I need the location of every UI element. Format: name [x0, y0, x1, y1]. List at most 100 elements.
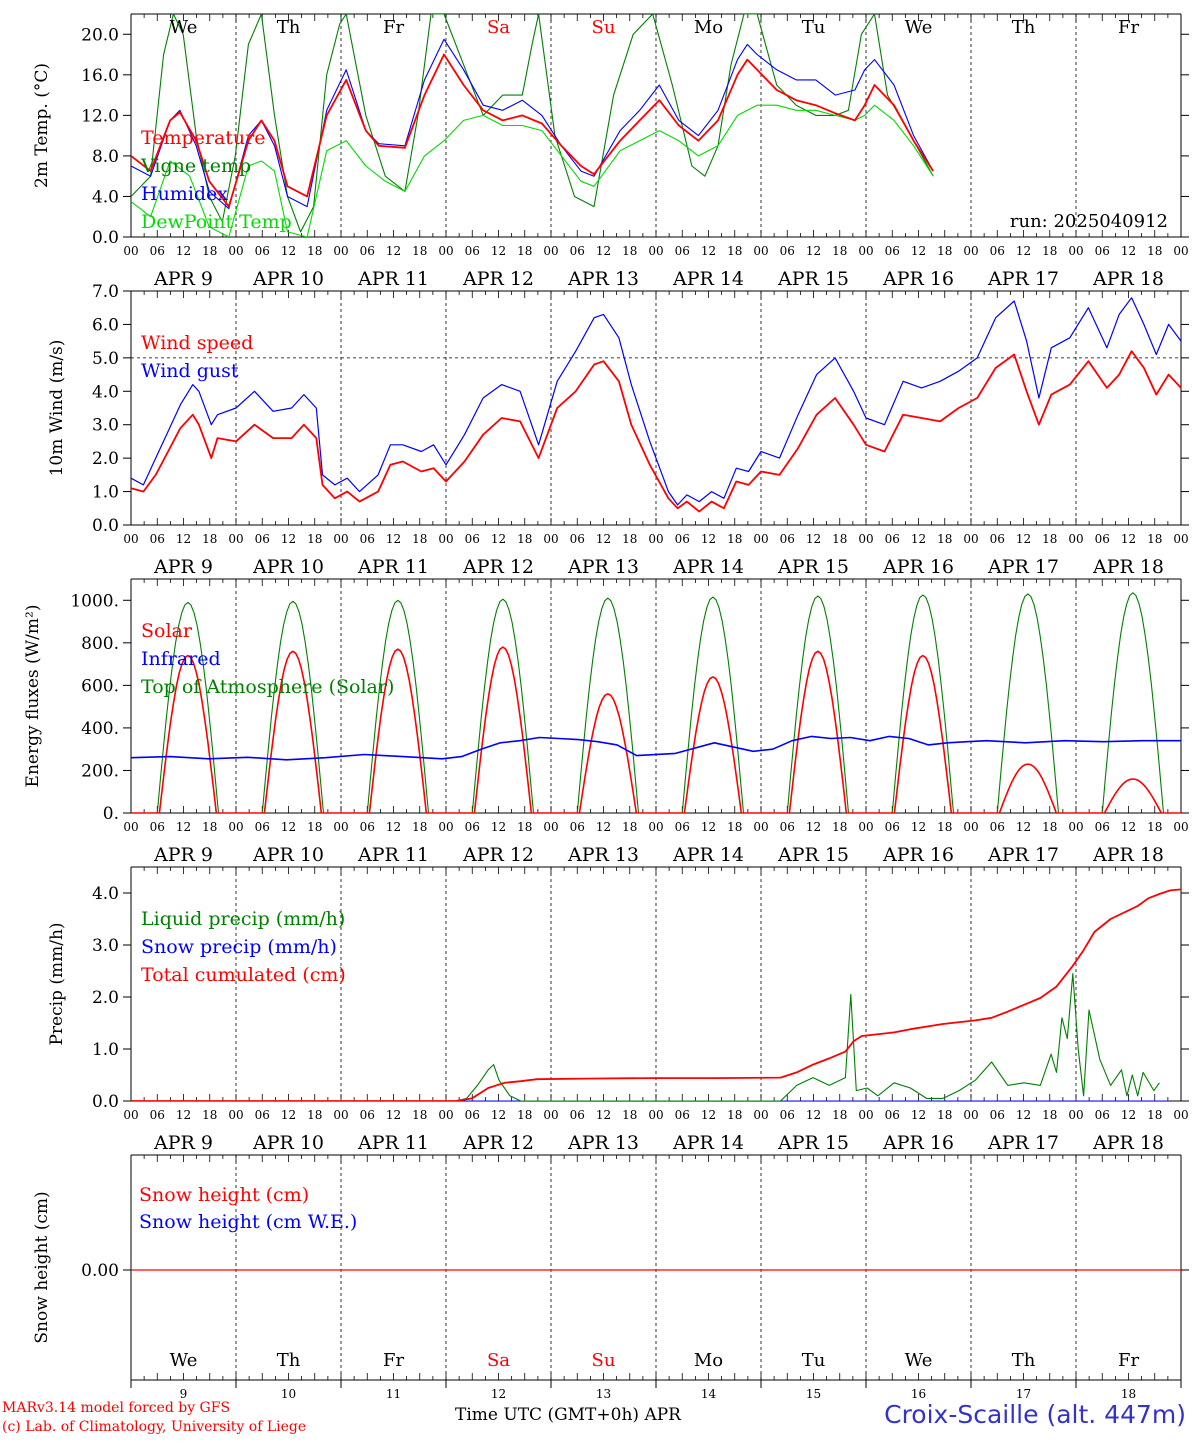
- hour-tick-label: 06: [255, 1108, 270, 1122]
- day-name: Mo: [694, 1350, 723, 1371]
- toa-solar-series: [131, 592, 1181, 813]
- hour-tick-label: 12: [281, 1108, 296, 1122]
- day-number: 11: [386, 1387, 401, 1401]
- hour-tick-label: 06: [885, 244, 900, 258]
- date-label: APR 11: [357, 556, 429, 578]
- hour-tick-label: 12: [176, 1108, 191, 1122]
- hour-tick-label: 18: [307, 820, 322, 834]
- hour-tick-label: 18: [412, 820, 427, 834]
- day-name: Su: [592, 1350, 616, 1371]
- hour-tick-label: 18: [832, 820, 847, 834]
- hour-tick-label: 00: [858, 1108, 873, 1122]
- y-tick-label: 7.0: [92, 282, 119, 302]
- hour-tick-label: 06: [780, 532, 795, 546]
- date-label: APR 11: [357, 268, 429, 290]
- day-name: Fr: [383, 17, 404, 38]
- day-name: Fr: [383, 1350, 404, 1371]
- y-tick-label: 4.0: [92, 884, 119, 904]
- y-tick-label: 600.: [81, 676, 119, 696]
- hour-tick-label: 18: [412, 1108, 427, 1122]
- date-label: APR 14: [672, 268, 744, 290]
- date-label: APR 15: [777, 556, 849, 578]
- hour-tick-label: 18: [202, 244, 217, 258]
- hour-tick-label: 12: [386, 532, 401, 546]
- legend-precip-0: Liquid precip (mm/h): [141, 908, 345, 930]
- hour-tick-label: 00: [543, 244, 558, 258]
- hour-tick-label: 18: [727, 1108, 742, 1122]
- y-tick-label: 2.0: [92, 988, 119, 1008]
- hour-tick-label: 00: [228, 532, 243, 546]
- hour-tick-label: 12: [596, 820, 611, 834]
- date-label: APR 10: [252, 844, 324, 866]
- hour-tick-label: 12: [386, 244, 401, 258]
- legend-energy-0: Solar: [141, 620, 193, 642]
- hour-tick-label: 00: [123, 820, 138, 834]
- date-label: APR 13: [567, 1132, 639, 1154]
- date-label: APR 18: [1092, 844, 1164, 866]
- date-label: APR 18: [1092, 556, 1164, 578]
- date-label: APR 13: [567, 844, 639, 866]
- hour-tick-label: 06: [570, 1108, 585, 1122]
- hour-tick-label: 06: [255, 244, 270, 258]
- hour-tick-label: 12: [911, 1108, 926, 1122]
- day-name: Sa: [487, 17, 510, 38]
- hour-tick-label: 12: [176, 532, 191, 546]
- hour-tick-label: 06: [1095, 244, 1110, 258]
- hour-tick-label: 12: [281, 532, 296, 546]
- hour-tick-label: 18: [622, 532, 637, 546]
- hour-tick-label: 00: [858, 244, 873, 258]
- legend-wind-1: Wind gust: [141, 360, 239, 382]
- hour-tick-label: 00: [1173, 1108, 1188, 1122]
- hour-tick-label: 00: [123, 1108, 138, 1122]
- hour-tick-label: 00: [1068, 244, 1083, 258]
- date-label: APR 17: [987, 268, 1059, 290]
- y-tick-label: 400.: [81, 719, 119, 739]
- hour-tick-label: 18: [622, 244, 637, 258]
- y-tick-label: 800.: [81, 634, 119, 654]
- hour-tick-label: 18: [517, 244, 532, 258]
- day-number: 16: [911, 1387, 926, 1401]
- day-number: 14: [701, 1387, 717, 1401]
- hour-tick-label: 00: [123, 244, 138, 258]
- day-name: Fr: [1118, 17, 1139, 38]
- hour-tick-label: 06: [150, 820, 165, 834]
- hour-tick-label: 06: [990, 244, 1005, 258]
- hour-tick-label: 06: [885, 532, 900, 546]
- hour-tick-label: 06: [150, 244, 165, 258]
- day-name: Tu: [802, 17, 826, 38]
- hour-tick-label: 18: [727, 820, 742, 834]
- y-tick-label: 6.0: [92, 315, 119, 335]
- hour-tick-label: 00: [1068, 532, 1083, 546]
- hour-tick-label: 06: [255, 820, 270, 834]
- date-label: APR 10: [252, 1132, 324, 1154]
- hour-tick-label: 00: [438, 1108, 453, 1122]
- hour-tick-label: 00: [963, 820, 978, 834]
- hour-tick-label: 00: [228, 244, 243, 258]
- hour-tick-label: 12: [1016, 820, 1031, 834]
- hour-tick-label: 12: [1121, 1108, 1136, 1122]
- panel-4: 00 06 12 18 00 06 12 18 00 06 12 18 00 06 12 18 00 06 12 18…: [47, 866, 1189, 1154]
- temp-series-2: [131, 38, 934, 210]
- hour-tick-label: 12: [701, 532, 716, 546]
- hour-tick-label: 00: [333, 244, 348, 258]
- date-label: APR 17: [987, 1132, 1059, 1154]
- hour-tick-label: 12: [596, 532, 611, 546]
- hour-tick-label: 12: [1121, 820, 1136, 834]
- hour-tick-label: 12: [1016, 244, 1031, 258]
- hour-tick-label: 12: [911, 820, 926, 834]
- panel-2: 00 06 12 18 00 06 12 18 00 06 12 18 00 06 12 18 00 06 12 18…: [47, 282, 1189, 578]
- hour-tick-label: 18: [412, 244, 427, 258]
- y-tick-label: 0.0: [92, 228, 119, 248]
- hour-tick-label: 06: [780, 820, 795, 834]
- hour-tick-label: 00: [963, 532, 978, 546]
- hour-tick-label: 06: [465, 532, 480, 546]
- y-tick-label: 200.: [81, 761, 119, 781]
- date-label: APR 15: [777, 844, 849, 866]
- model-credit: MARv3.14 model forced by GFS: [2, 1400, 231, 1416]
- hour-tick-label: 06: [360, 244, 375, 258]
- day-number: 17: [1016, 1387, 1031, 1401]
- solar-series: [131, 646, 1181, 813]
- hour-tick-label: 12: [596, 1108, 611, 1122]
- day-number: 15: [806, 1387, 821, 1401]
- hour-tick-label: 18: [307, 532, 322, 546]
